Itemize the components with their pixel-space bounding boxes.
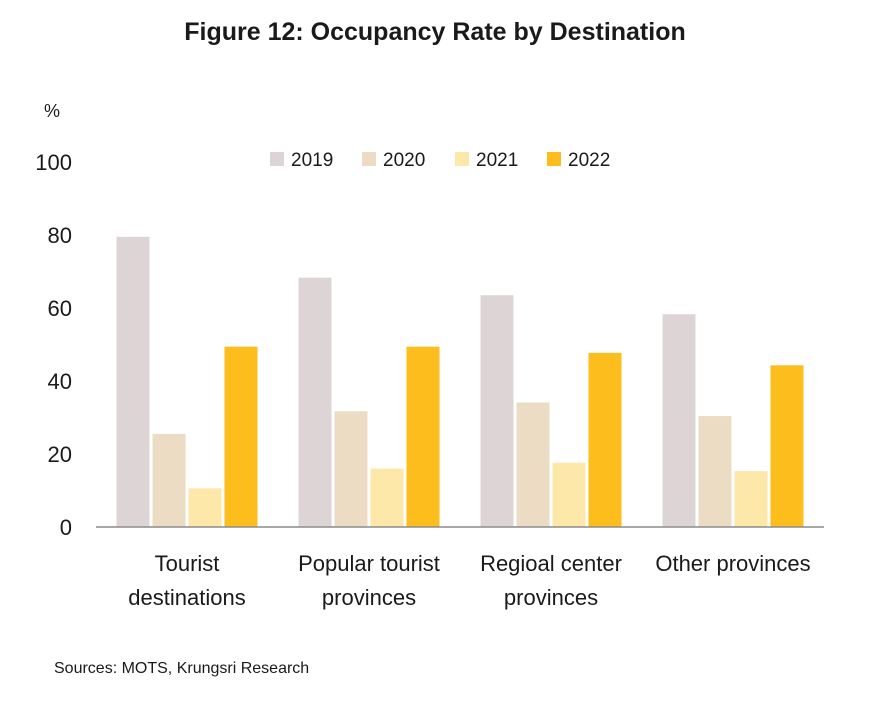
- y-tick-label: 0: [60, 515, 72, 540]
- bar-2021-2: [552, 462, 586, 527]
- legend-label-2021: 2021: [476, 150, 518, 171]
- legend-label-2020: 2020: [383, 150, 425, 171]
- x-category-label: destinations: [128, 585, 245, 610]
- legend-swatch-2022: [547, 152, 561, 166]
- x-category-label: Popular tourist: [298, 551, 440, 576]
- bar-2020-0: [152, 433, 186, 527]
- chart-title: Figure 12: Occupancy Rate by Destination: [184, 18, 686, 46]
- y-tick-label: 40: [48, 369, 72, 394]
- y-axis: 0 20 40 60 80 100%: [35, 101, 72, 540]
- legend-label-2019: 2019: [291, 150, 333, 171]
- bar-2019-3: [662, 314, 696, 527]
- legend-swatch-2020: [362, 152, 376, 166]
- x-axis: Tourist destinations Popular tourist provin…: [96, 526, 824, 610]
- x-category-label: provinces: [322, 585, 416, 610]
- x-category-label: Other provinces: [655, 551, 810, 576]
- y-tick-label: 80: [48, 223, 72, 248]
- bar-2021-1: [370, 468, 404, 527]
- y-axis-unit-label: %: [44, 101, 60, 121]
- bar-2022-0: [224, 346, 258, 527]
- y-tick-label: 20: [48, 442, 72, 467]
- bar-2019-1: [298, 277, 332, 527]
- bars: [116, 236, 804, 527]
- bar-2022-3: [770, 365, 804, 527]
- x-category-label: Regioal center: [480, 551, 622, 576]
- y-tick-label: 100: [35, 150, 72, 175]
- bar-2020-3: [698, 416, 732, 527]
- bar-2022-1: [406, 346, 440, 527]
- x-category-label: Tourist: [155, 551, 220, 576]
- y-tick-label: 60: [48, 296, 72, 321]
- bar-2022-2: [588, 352, 622, 527]
- bar-2020-1: [334, 411, 368, 527]
- bar-2021-3: [734, 471, 768, 527]
- legend: 2019 2020 2021 2022: [270, 150, 610, 171]
- x-category-label: provinces: [504, 585, 598, 610]
- bar-2020-2: [516, 402, 550, 527]
- bar-2019-0: [116, 236, 150, 527]
- bar-2019-2: [480, 295, 514, 527]
- source-note: Sources: MOTS, Krungsri Research: [54, 660, 310, 677]
- legend-swatch-2019: [270, 152, 284, 166]
- legend-label-2022: 2022: [568, 150, 610, 171]
- legend-swatch-2021: [455, 152, 469, 166]
- bar-2021-0: [188, 488, 222, 527]
